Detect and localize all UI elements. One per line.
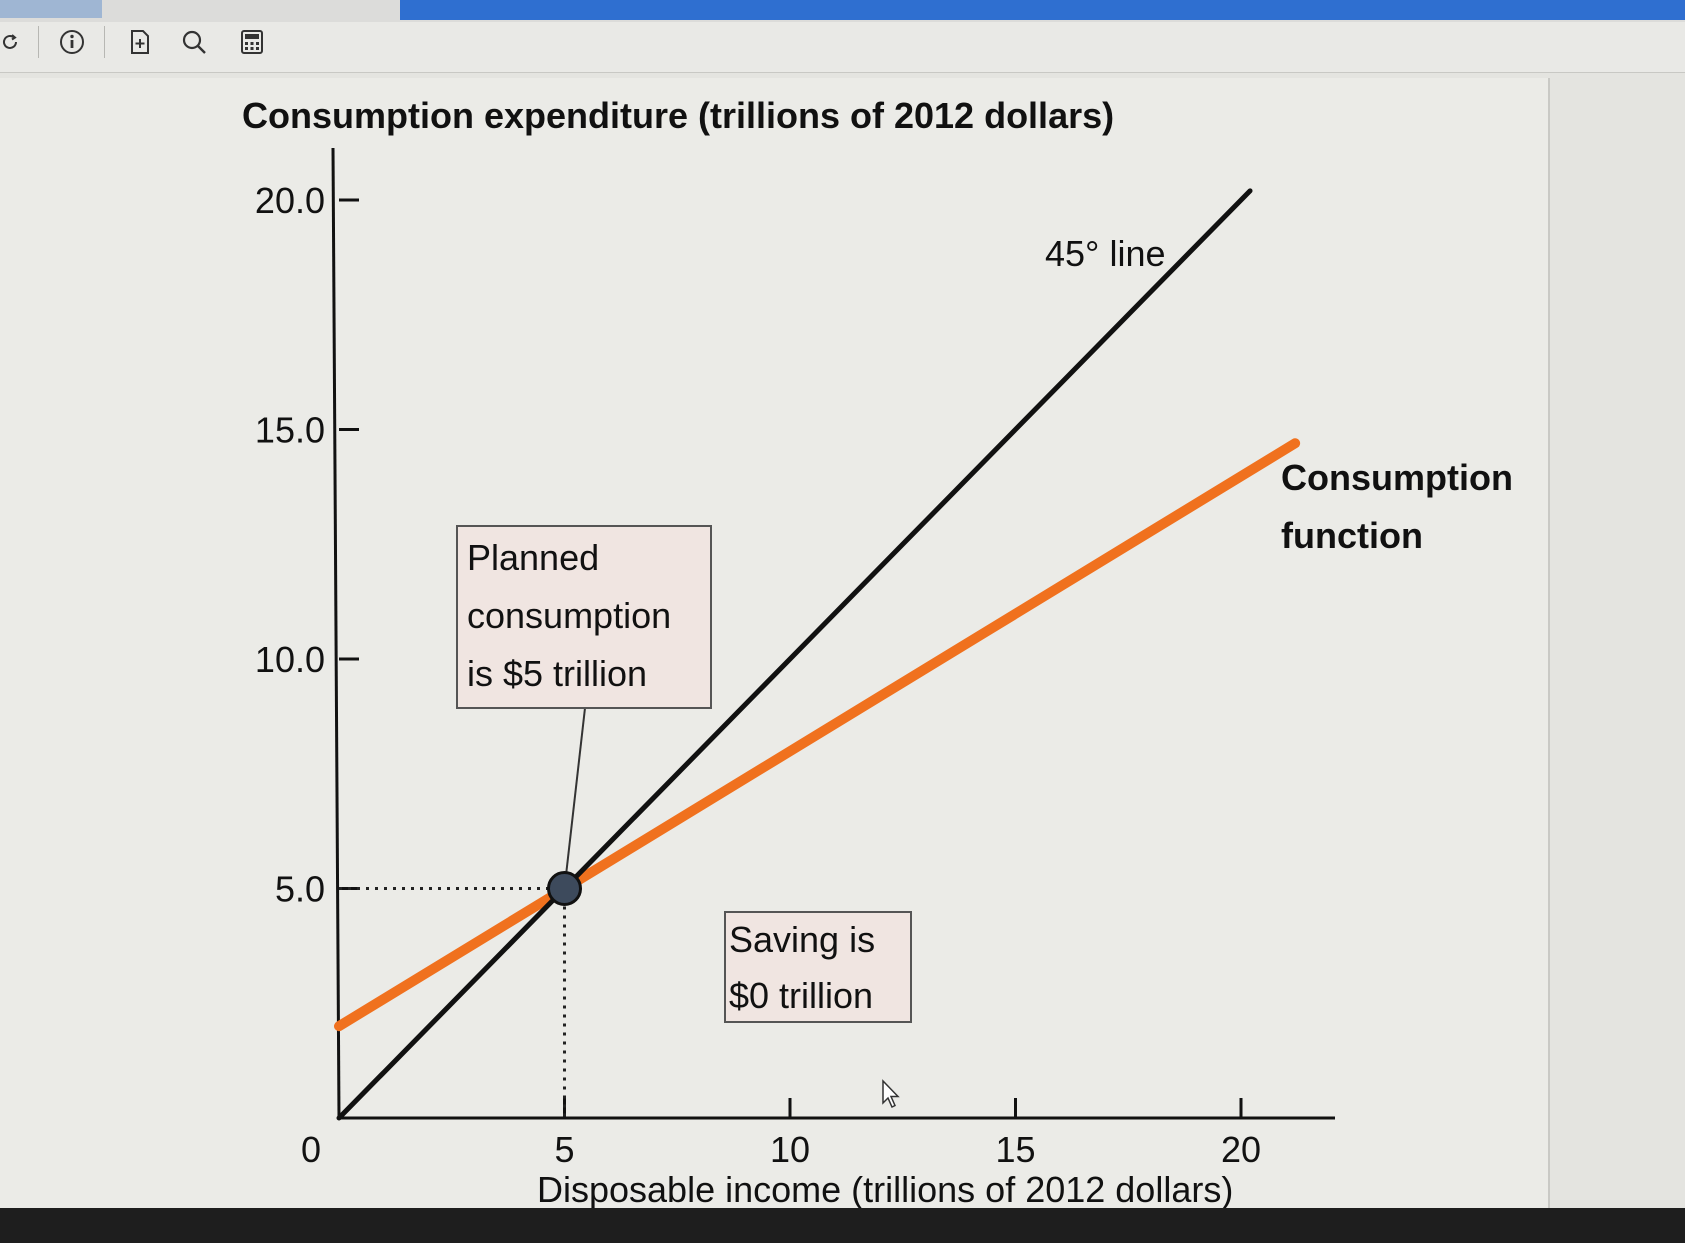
search-icon[interactable]	[174, 22, 214, 62]
window-top-bar	[0, 0, 1685, 22]
x-tick-label: 15	[995, 1129, 1035, 1170]
planned-line-1: Planned	[467, 537, 599, 578]
x-axis-label: Disposable income (trillions of 2012 dol…	[537, 1169, 1233, 1208]
mouse-cursor-icon	[882, 1079, 900, 1109]
saving-box[interactable]: Saving is $0 trillion	[724, 911, 912, 1023]
planned-line-3: is $5 trillion	[467, 653, 647, 694]
refresh-icon[interactable]	[0, 22, 30, 62]
line-45[interactable]	[336, 188, 1253, 1121]
planned-consumption-box[interactable]: Planned consumption is $5 trillion	[456, 525, 712, 709]
info-icon[interactable]	[52, 22, 92, 62]
consumption-function-line[interactable]	[334, 438, 1301, 1032]
x-tick-label: 20	[1221, 1129, 1261, 1170]
x-tick-label: 10	[770, 1129, 810, 1170]
planned-line-2: consumption	[467, 595, 671, 636]
saving-line-1: Saving is	[729, 919, 875, 960]
consumption-label-line-2: function	[1281, 515, 1423, 556]
equilibrium-point[interactable]	[547, 871, 582, 906]
planned-callout-leader	[563, 707, 586, 889]
consumption-label-line-1: Consumption	[1281, 457, 1513, 498]
x-tick-label: 5	[554, 1129, 574, 1170]
bottom-bar	[0, 1208, 1685, 1243]
browser-tab[interactable]	[0, 0, 102, 18]
line45-label: 45° line	[1045, 233, 1165, 274]
x-tick-label: 0	[301, 1129, 321, 1170]
app-header-bar	[400, 0, 1685, 20]
y-tick-label: 5.0	[275, 869, 325, 910]
y-axis	[331, 147, 341, 1119]
saving-line-2: $0 trillion	[729, 975, 873, 1016]
toolbar-separator	[104, 26, 105, 58]
y-tick-label: 15.0	[255, 410, 325, 451]
toolbar	[0, 22, 1685, 73]
axes	[331, 147, 1335, 1120]
consumption-chart[interactable]: Consumption expenditure (trillions of 20…	[0, 78, 1548, 1208]
add-file-icon[interactable]	[120, 22, 160, 62]
toolbar-separator	[38, 26, 39, 58]
y-tick-label: 10.0	[255, 639, 325, 680]
calculator-icon[interactable]	[232, 22, 272, 62]
chart-title: Consumption expenditure (trillions of 20…	[242, 95, 1114, 136]
y-tick-label: 20.0	[255, 180, 325, 221]
